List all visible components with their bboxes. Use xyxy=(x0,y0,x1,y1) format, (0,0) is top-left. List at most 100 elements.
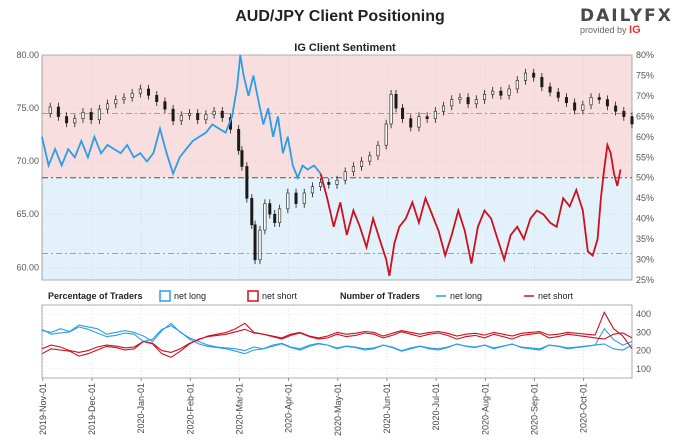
y-right-tick-label: 45% xyxy=(636,193,654,203)
y-left-tick-label: 75.00 xyxy=(16,103,39,113)
price-candle-body xyxy=(147,88,151,96)
price-candle-body xyxy=(573,102,577,111)
x-tick-label: 2020-Jun-01 xyxy=(382,383,392,434)
legend-pct-long-swatch xyxy=(159,290,171,302)
price-candle-body xyxy=(368,155,372,162)
price-candle-body xyxy=(515,80,519,90)
x-tick-label: 2020-Mar-01 xyxy=(234,383,244,435)
price-candle-body xyxy=(556,91,560,98)
price-candle-body xyxy=(212,110,216,115)
legend: Percentage of Traders net long net short… xyxy=(48,290,574,302)
price-candle-body xyxy=(319,182,323,187)
price-candle-body xyxy=(258,229,262,261)
x-axis: 2019-Nov-01 2019-Dec-01 2020-Jan-01 2020-Fe… xyxy=(38,378,589,436)
price-candle-body xyxy=(130,92,134,98)
price-candle-body xyxy=(302,192,306,204)
price-candle-body xyxy=(466,97,470,105)
price-candle-body xyxy=(532,72,536,78)
logo-provided-by: provided by IG xyxy=(580,24,675,36)
price-candle-body xyxy=(253,224,257,261)
price-candle-body xyxy=(220,110,224,118)
y-right-tick-label: 65% xyxy=(636,111,654,121)
legend-number-title: Number of Traders xyxy=(340,291,420,301)
net-long-sentiment-line xyxy=(41,54,322,181)
price-candle-body xyxy=(138,88,142,94)
net-short-sentiment-line xyxy=(319,141,622,277)
dailyfx-logo: DAILYFX provided by IG xyxy=(580,6,675,46)
price-candle-body xyxy=(106,103,110,110)
y-right-tick-label: 70% xyxy=(636,91,654,101)
sentiment-panel: 80.00 75.00 70.00 65.00 60.00 80% 75% 70% 65% 60%… xyxy=(16,50,654,285)
price-candle-body xyxy=(376,144,380,157)
price-candle-body xyxy=(491,90,495,95)
price-candle-body xyxy=(394,93,398,109)
price-candle-body xyxy=(581,104,585,111)
chart-title: AUD/JPY Client Positioning xyxy=(235,8,445,25)
price-candle-body xyxy=(97,108,101,121)
price-candle-body xyxy=(196,113,200,121)
price-candle-body xyxy=(237,128,241,151)
y-right-tick-label: 25% xyxy=(636,275,654,285)
y-left-tick-label: 60.00 xyxy=(16,262,39,272)
price-candle-body xyxy=(630,116,634,125)
price-candle-body xyxy=(389,93,393,125)
price-candle-body xyxy=(114,99,118,105)
price-candle-body xyxy=(310,186,314,194)
logo-ig: IG xyxy=(629,24,641,36)
legend-pct-short-label: net short xyxy=(262,291,298,301)
y-left-tick-label: 65.00 xyxy=(16,209,39,219)
price-candle-body xyxy=(425,116,429,119)
traders-panel: 400 300 200 100 xyxy=(41,304,651,379)
price-candle-body xyxy=(250,197,254,226)
price-candle-body xyxy=(163,101,167,110)
price-candle-body xyxy=(171,108,175,122)
y-number-tick-label: 300 xyxy=(636,327,651,337)
short-zone-bg xyxy=(42,55,632,178)
price-candle-body xyxy=(499,90,503,96)
price-candle-body xyxy=(273,213,277,223)
price-candle-body xyxy=(343,171,347,181)
price-candle-body xyxy=(155,95,159,102)
price-candle-body xyxy=(48,106,52,114)
x-tick-label: 2020-Feb-01 xyxy=(185,383,195,435)
y-right-tick-label: 30% xyxy=(636,255,654,265)
x-tick-label: 2019-Dec-01 xyxy=(87,383,97,435)
legend-num-long-label: net long xyxy=(450,291,482,301)
price-candle-body xyxy=(89,112,93,121)
y-left-tick-label: 70.00 xyxy=(16,156,39,166)
x-tick-label: 2020-Aug-01 xyxy=(480,383,490,435)
price-candle-body xyxy=(56,106,60,117)
price-candle-body xyxy=(268,203,272,215)
price-candle-body xyxy=(351,166,355,173)
y-right-tick-label: 75% xyxy=(636,70,654,80)
price-candle-body xyxy=(474,99,478,105)
price-candle-body xyxy=(384,123,388,146)
price-candle-body xyxy=(294,192,298,204)
price-candle-body xyxy=(263,203,267,231)
price-candle-body xyxy=(409,118,413,128)
y-right-tick-label: 60% xyxy=(636,132,654,142)
x-tick-label: 2020-Apr-01 xyxy=(284,383,294,433)
percentage-net-short-line xyxy=(41,328,633,358)
legend-pct-short-swatch xyxy=(247,290,259,302)
sentiment-title: IG Client Sentiment xyxy=(294,42,396,54)
price-candle-body xyxy=(564,97,568,104)
x-tick-label: 2020-Jul-01 xyxy=(431,383,441,431)
price-candle-body xyxy=(458,97,462,100)
price-candle-body xyxy=(597,97,601,100)
traders-panel-border xyxy=(41,304,633,379)
price-candle-body xyxy=(540,76,544,88)
y-number-tick-label: 100 xyxy=(636,364,651,374)
percentage-net-long-line xyxy=(41,325,633,355)
price-candle-body xyxy=(401,107,405,119)
price-candle-body xyxy=(245,166,249,199)
x-tick-label: 2020-Jan-01 xyxy=(136,383,146,434)
y-right-tick-label: 35% xyxy=(636,234,654,244)
price-candle-body xyxy=(278,208,282,223)
price-candle-body xyxy=(73,118,77,124)
y-number-tick-label: 400 xyxy=(636,309,651,319)
price-candle-body xyxy=(240,150,244,167)
x-tick-label: 2020-Oct-01 xyxy=(579,383,589,433)
price-candle-body xyxy=(65,116,69,124)
y-right-tick-label: 40% xyxy=(636,214,654,224)
